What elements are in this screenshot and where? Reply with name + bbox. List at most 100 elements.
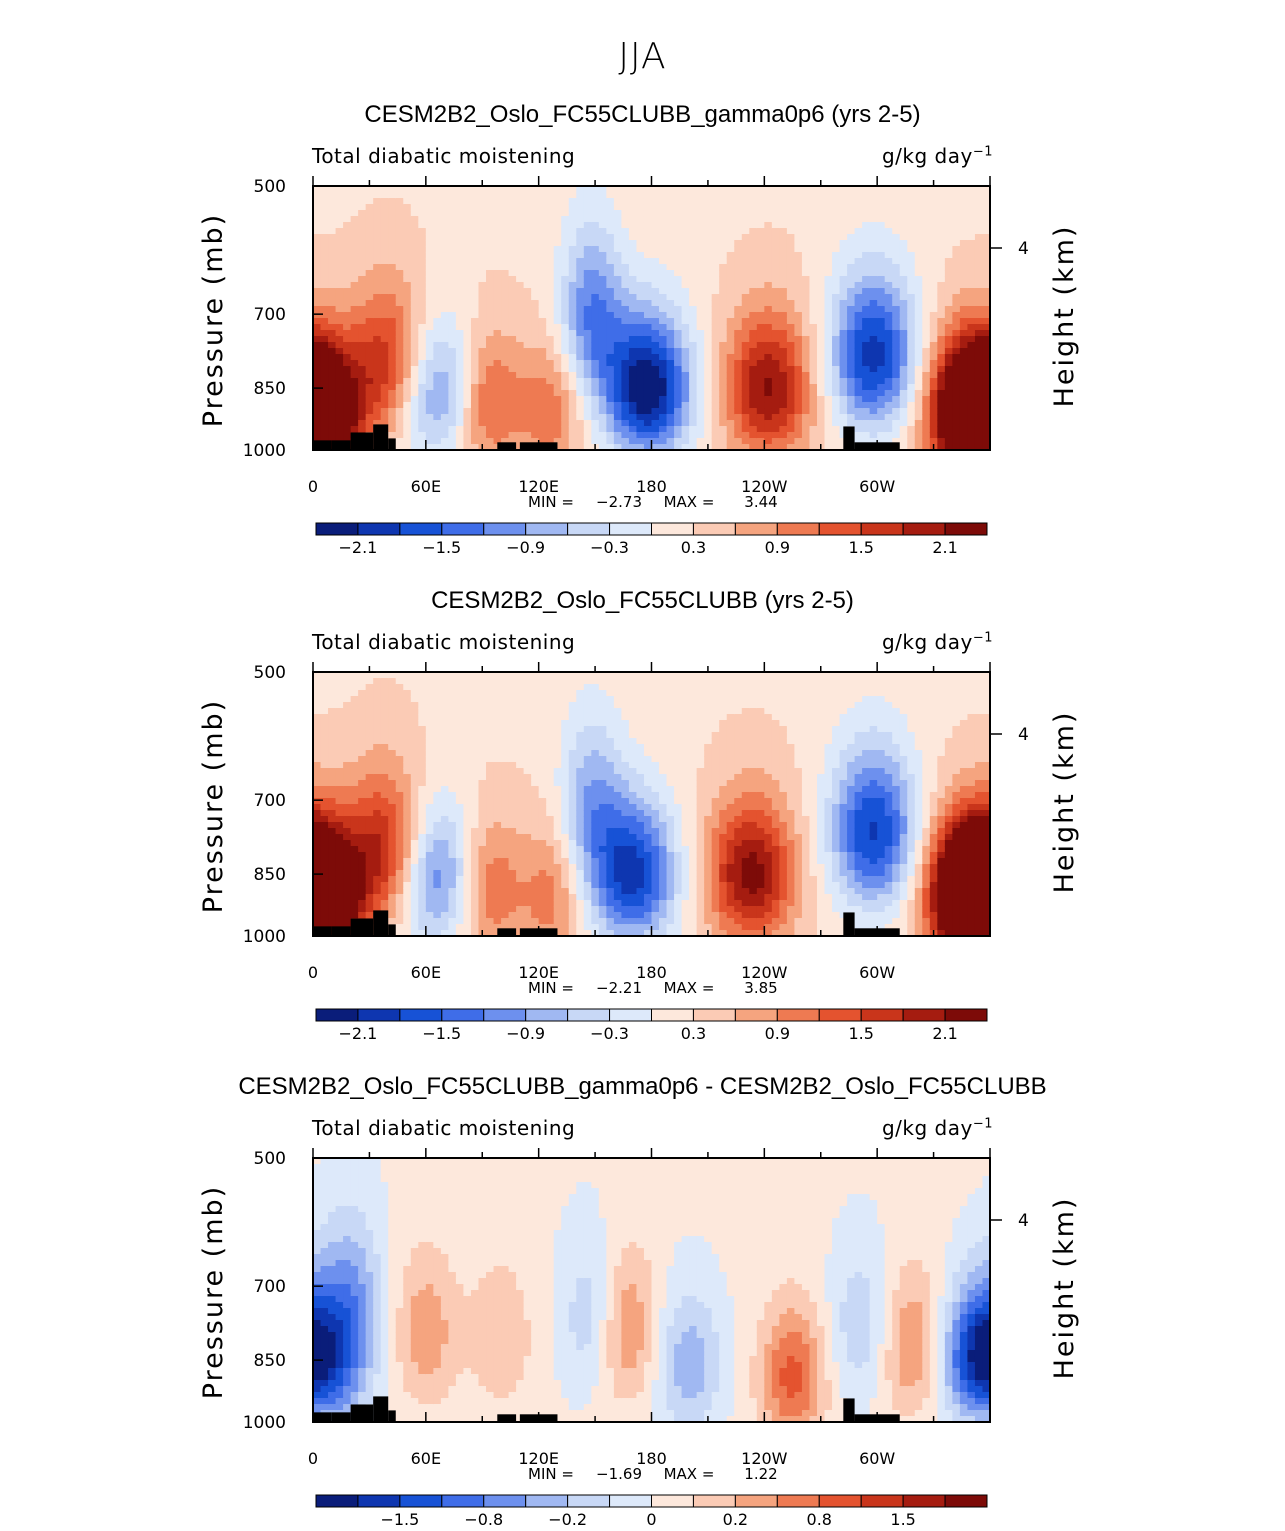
heatmap-cell [418, 384, 427, 391]
heatmap-cell [546, 306, 555, 313]
heatmap-cell [410, 876, 419, 883]
heatmap-cell [884, 282, 893, 289]
heatmap-cell [583, 312, 592, 319]
heatmap-cell [358, 810, 367, 817]
heatmap-cell [373, 804, 382, 811]
heatmap-cell [832, 378, 841, 385]
heatmap-cell [659, 186, 668, 193]
heatmap-cell [801, 324, 811, 331]
heatmap-cell [576, 318, 585, 325]
heatmap-cell [531, 240, 540, 247]
heatmap-cell [606, 420, 615, 427]
heatmap-cell [388, 858, 397, 865]
heatmap-cell [854, 426, 863, 433]
heatmap-cell [726, 204, 735, 211]
heatmap-cell [952, 216, 961, 223]
heatmap-cell [779, 330, 788, 337]
heatmap-cell [365, 846, 374, 853]
heatmap-cell [320, 768, 329, 775]
heatmap-cell [643, 258, 653, 265]
heatmap-cell [583, 390, 592, 397]
heatmap-cell [869, 378, 878, 385]
heatmap-cell [546, 186, 555, 193]
heatmap-cell [403, 444, 412, 451]
heatmap-cell [320, 684, 329, 691]
heatmap-cell [719, 246, 728, 253]
heatmap-cell [350, 846, 359, 853]
heatmap-cell [343, 354, 352, 361]
heatmap-cell [501, 306, 510, 313]
heatmap-cell [418, 396, 427, 403]
heatmap-cell [583, 438, 592, 445]
heatmap-cell [719, 294, 728, 301]
heatmap-cell [328, 798, 337, 805]
heatmap-cell [892, 354, 901, 361]
heatmap-cell [929, 204, 938, 211]
heatmap-cell [358, 822, 367, 829]
heatmap-cell [455, 354, 465, 361]
heatmap-cell [801, 396, 811, 403]
heatmap-cell [899, 324, 908, 331]
heatmap-cell [689, 354, 698, 361]
heatmap-cell [944, 348, 953, 355]
heatmap-cell [877, 216, 886, 223]
heatmap-cell [455, 810, 465, 817]
heatmap-cell [455, 366, 465, 373]
heatmap-cell [711, 264, 720, 271]
heatmap-cell [681, 204, 690, 211]
heatmap-cell [358, 396, 367, 403]
heatmap-cell [553, 378, 562, 385]
heatmap-cell [636, 240, 645, 247]
heatmap-cell [914, 270, 923, 277]
heatmap-cell [455, 828, 465, 835]
heatmap-cell [779, 312, 788, 319]
heatmap-cell [410, 906, 419, 913]
heatmap-cell [508, 246, 517, 253]
heatmap-cell [929, 360, 938, 367]
heatmap-cell [433, 738, 442, 745]
heatmap-cell [862, 402, 871, 409]
heatmap-cell [606, 444, 615, 451]
heatmap-cell [922, 312, 931, 319]
heatmap-cell [959, 306, 969, 313]
heatmap-cell [982, 420, 991, 427]
heatmap-cell [523, 408, 532, 415]
heatmap-cell [771, 396, 780, 403]
heatmap-cell [952, 390, 961, 397]
heatmap-cell [440, 270, 449, 277]
heatmap-cell [328, 732, 337, 739]
heatmap-cell [899, 204, 908, 211]
heatmap-cell [929, 210, 938, 217]
heatmap-cell [395, 696, 404, 703]
heatmap-cell [847, 228, 856, 235]
heatmap-cell [418, 336, 427, 343]
heatmap-cell [335, 222, 344, 229]
heatmap-cell [313, 900, 322, 907]
heatmap-cell [982, 366, 991, 373]
heatmap-cell [433, 762, 442, 769]
heatmap-cell [779, 366, 788, 373]
heatmap-cell [583, 258, 592, 265]
heatmap-cell [621, 414, 630, 421]
heatmap-cell [425, 204, 434, 211]
heatmap-cell [598, 264, 607, 271]
heatmap-cell [816, 336, 826, 343]
heatmap-cell [538, 246, 547, 253]
heatmap-cell [794, 300, 803, 307]
heatmap-cell [410, 402, 419, 409]
heatmap-cell [674, 414, 683, 421]
heatmap-cell [516, 246, 525, 253]
heatmap-cell [628, 288, 638, 295]
heatmap-cell [922, 354, 931, 361]
heatmap-cell [478, 198, 487, 205]
heatmap-cell [433, 270, 442, 277]
heatmap-cell [756, 294, 765, 301]
heatmap-cell [523, 432, 532, 439]
heatmap-cell [418, 438, 427, 445]
heatmap-cell [410, 378, 419, 385]
heatmap-cell [561, 294, 570, 301]
heatmap-cell [816, 258, 826, 265]
heatmap-cell [621, 240, 630, 247]
heatmap-cell [433, 186, 442, 193]
heatmap-cell [809, 312, 818, 319]
